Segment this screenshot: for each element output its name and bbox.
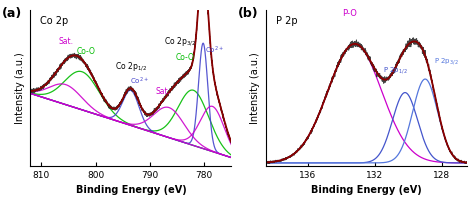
Text: Sat.: Sat. — [156, 87, 171, 96]
Text: P 2p: P 2p — [276, 16, 298, 26]
Text: Co 2p$_{1/2}$: Co 2p$_{1/2}$ — [115, 60, 147, 73]
Y-axis label: Intensity (a.u.): Intensity (a.u.) — [250, 52, 260, 124]
Y-axis label: Intensity (a.u.): Intensity (a.u.) — [15, 52, 25, 124]
Text: Co$^{2+}$: Co$^{2+}$ — [129, 76, 148, 87]
Text: Co 2p: Co 2p — [40, 16, 69, 26]
Text: Co-O: Co-O — [176, 53, 195, 62]
Text: (b): (b) — [238, 7, 258, 20]
Text: Co$^{2+}$: Co$^{2+}$ — [205, 45, 224, 56]
Text: Co 2p$_{3/2}$: Co 2p$_{3/2}$ — [164, 36, 196, 48]
Text: P 2p$_{3/2}$: P 2p$_{3/2}$ — [434, 56, 458, 67]
Text: Sat.: Sat. — [58, 37, 73, 46]
X-axis label: Binding Energy (eV): Binding Energy (eV) — [311, 185, 422, 195]
Text: Co-O: Co-O — [76, 47, 95, 56]
Text: P-O: P-O — [342, 9, 357, 18]
Text: P 2p$_{1/2}$: P 2p$_{1/2}$ — [383, 65, 407, 76]
Text: (a): (a) — [2, 7, 22, 20]
X-axis label: Binding Energy (eV): Binding Energy (eV) — [75, 185, 186, 195]
